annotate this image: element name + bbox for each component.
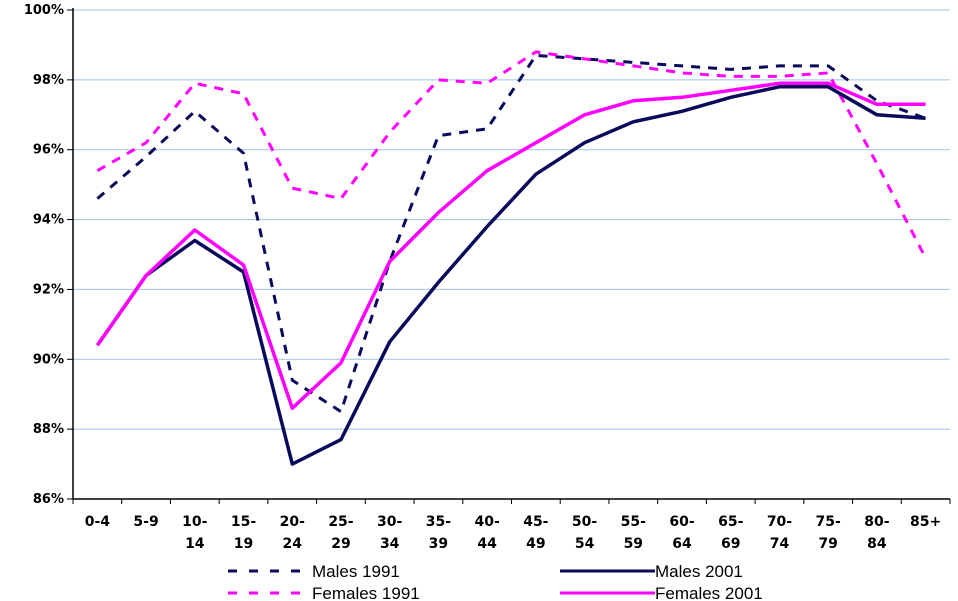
- x-tick-label-line2: 34: [380, 536, 400, 552]
- x-tick-label-line2: 29: [331, 536, 350, 552]
- x-tick-label: 75-: [816, 514, 841, 530]
- legend: Males 1991 Males 2001 Females 1991 Females …: [228, 562, 763, 601]
- x-tick-label-line2: 39: [429, 536, 448, 552]
- y-tick-label: 96%: [33, 143, 64, 158]
- x-tick-label-line2: 79: [818, 536, 837, 552]
- series-line-males-2001: [95, 85, 926, 466]
- y-axis-ticks: 86% 88% 90% 92% 94% 96% 98% 100%: [24, 3, 73, 507]
- x-tick-label-line2: 44: [477, 536, 497, 552]
- legend-label: Males 2001: [655, 562, 743, 581]
- x-tick-label: 35-: [426, 514, 451, 530]
- x-tick-label: 25-: [328, 514, 353, 530]
- x-tick-label: 15-: [231, 514, 256, 530]
- x-tick-label: 0-4: [85, 514, 111, 530]
- series-lines: [95, 50, 927, 466]
- x-tick-label: 10-: [182, 514, 207, 530]
- x-tick-label: 30-: [377, 514, 402, 530]
- x-tick-label: 5-9: [133, 514, 158, 530]
- legend-label: Males 1991: [312, 562, 400, 581]
- y-tick-label: 100%: [24, 3, 64, 18]
- legend-label: Females 2001: [655, 584, 763, 601]
- series-line-females-2001: [95, 81, 926, 410]
- x-tick-label-line2: 64: [672, 536, 692, 552]
- x-tick-label-line2: 69: [721, 536, 740, 552]
- x-tick-label: 85+: [910, 514, 941, 530]
- x-tick-label: 70-: [767, 514, 792, 530]
- y-tick-label: 92%: [33, 282, 64, 297]
- y-tick-label: 86%: [33, 492, 64, 507]
- y-tick-label: 94%: [33, 213, 64, 228]
- x-tick-label-line2: 84: [867, 536, 887, 552]
- y-tick-label: 98%: [33, 73, 64, 88]
- x-tick-label: 20-: [280, 514, 305, 530]
- x-tick-label: 40-: [474, 514, 499, 530]
- series-line-females-1991: [96, 50, 927, 259]
- x-tick-label-line2: 59: [624, 536, 643, 552]
- series-line-males-1991: [96, 53, 927, 414]
- gridlines: [73, 9, 950, 430]
- x-tick-label-line2: 49: [526, 536, 545, 552]
- x-tick-label: 55-: [621, 514, 646, 530]
- x-tick-label-line2: 74: [770, 536, 790, 552]
- y-tick-label: 90%: [33, 352, 64, 367]
- x-tick-label-line2: 14: [185, 536, 205, 552]
- x-tick-label: 80-: [864, 514, 889, 530]
- x-tick-label-line2: 54: [575, 536, 595, 552]
- x-tick-label: 60-: [669, 514, 694, 530]
- x-tick-label: 65-: [718, 514, 743, 530]
- x-tick-label: 45-: [523, 514, 548, 530]
- x-tick-label-line2: 24: [283, 536, 303, 552]
- legend-label: Females 1991: [312, 584, 420, 601]
- x-axis-ticks: 0-4 5-9 10- 14 15- 19 20- 24 25- 29 30- 34 35- 39 40- 4…: [72, 499, 951, 552]
- x-tick-label: 50-: [572, 514, 597, 530]
- y-tick-label: 88%: [33, 422, 64, 437]
- x-tick-label-line2: 19: [234, 536, 253, 552]
